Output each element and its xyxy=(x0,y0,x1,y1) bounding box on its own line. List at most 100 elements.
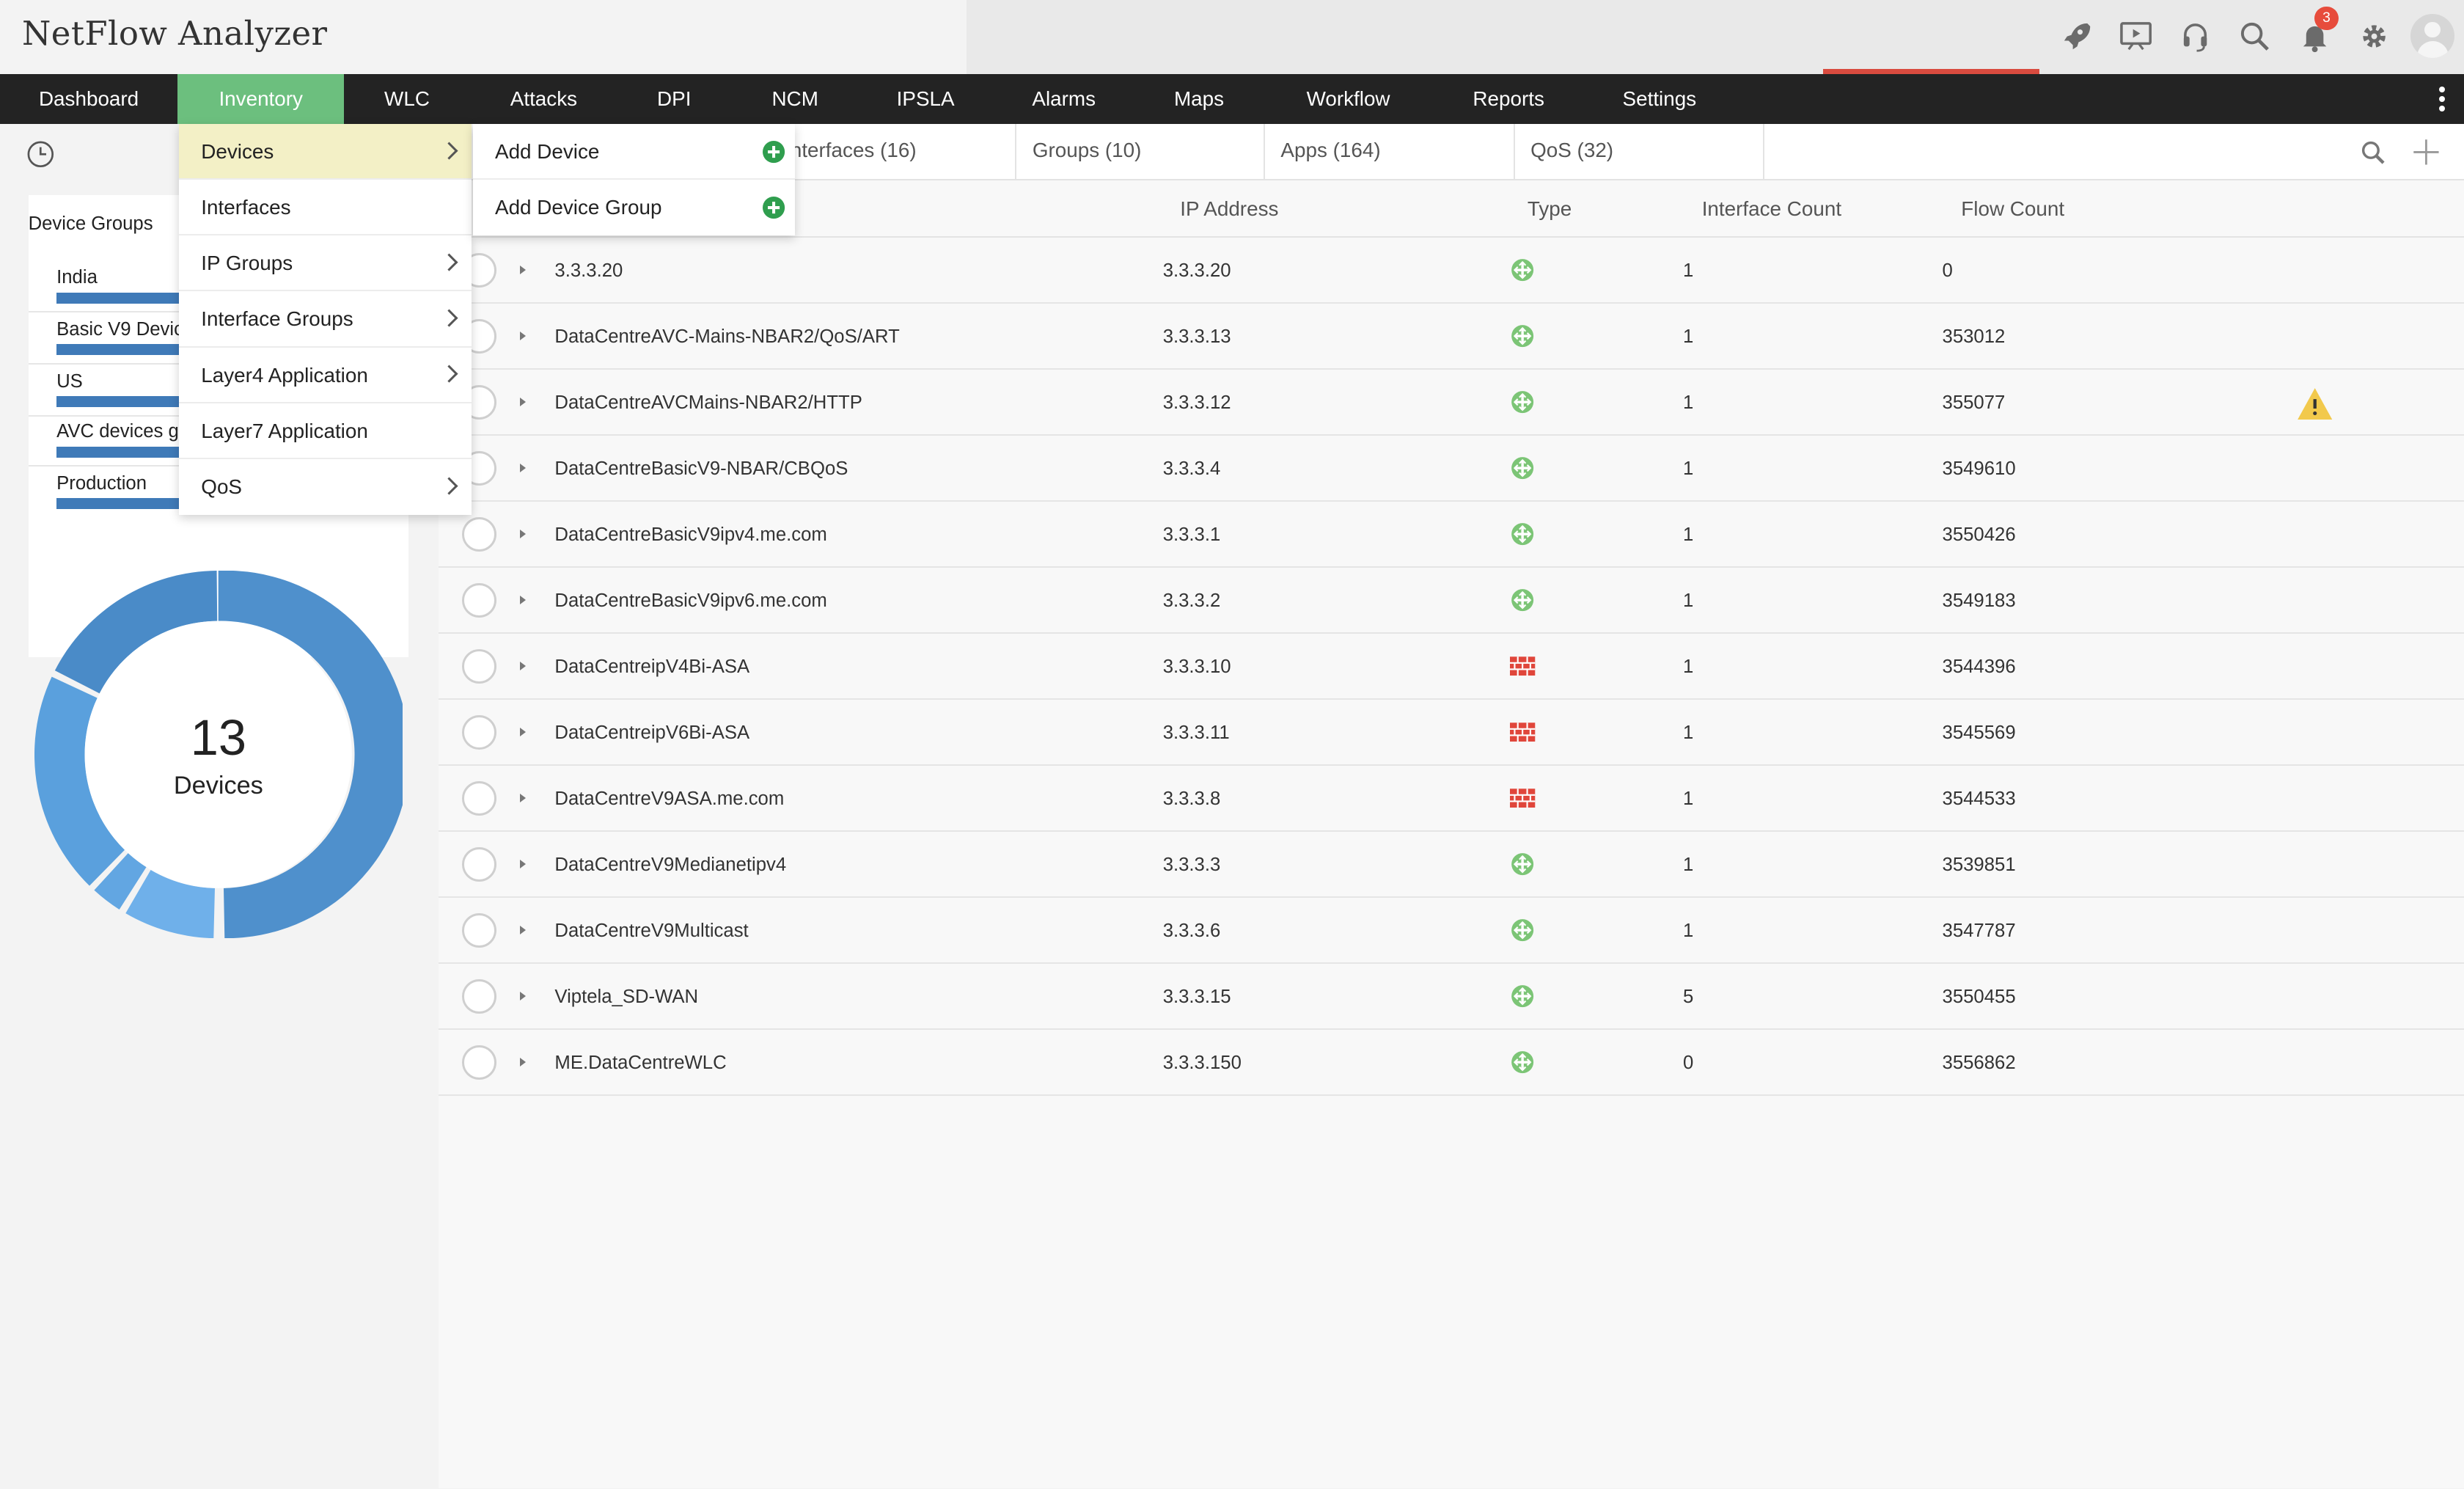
tab-groups[interactable]: Groups (10) xyxy=(1016,124,1265,181)
table-row[interactable]: DataCentreipV4Bi-ASA 3.3.3.10 1 3544396 xyxy=(438,634,2464,700)
table-row[interactable]: DataCentreV9ASA.me.com 3.3.3.8 1 3544533 xyxy=(438,766,2464,832)
add-device-button[interactable]: Add Device xyxy=(473,124,796,180)
group-row[interactable]: Production xyxy=(29,473,409,520)
nav-dashboard[interactable]: Dashboard xyxy=(38,87,139,110)
device-name[interactable]: DataCentreipV6Bi-ASA xyxy=(554,722,750,743)
row-select-radio[interactable] xyxy=(461,912,497,948)
table-row[interactable]: ME.DataCentreWLC 3.3.3.150 0 3556862 xyxy=(438,1030,2464,1096)
devices-donut[interactable]: 13 Devices xyxy=(34,570,410,939)
search-icon[interactable] xyxy=(2225,12,2284,59)
warning-icon[interactable] xyxy=(2296,387,2333,421)
presentation-icon[interactable] xyxy=(2105,12,2165,59)
table-row[interactable]: 3.3.3.20 3.3.3.20 1 0 xyxy=(438,238,2464,304)
headset-icon[interactable] xyxy=(2166,12,2225,59)
expand-caret-icon[interactable] xyxy=(520,596,526,605)
donut-center: 13 Devices xyxy=(34,571,402,938)
clock-icon[interactable] xyxy=(26,140,55,169)
expand-caret-icon[interactable] xyxy=(520,662,526,671)
nav-reports[interactable]: Reports xyxy=(1473,87,1544,110)
row-select-radio[interactable] xyxy=(461,780,497,816)
device-name[interactable]: DataCentreAVCMains-NBAR2/HTTP xyxy=(554,392,862,413)
row-select-radio[interactable] xyxy=(461,978,497,1014)
bell-icon[interactable]: 3 xyxy=(2285,6,2344,59)
expand-caret-icon[interactable] xyxy=(520,992,526,1001)
column-ip-address[interactable]: IP Address xyxy=(1180,197,1279,221)
device-name[interactable]: Viptela_SD-WAN xyxy=(554,986,699,1007)
nav-alarms[interactable]: Alarms xyxy=(1032,87,1096,110)
device-name[interactable]: DataCentreBasicV9ipv4.me.com xyxy=(554,524,827,545)
device-name[interactable]: DataCentreV9Medianetipv4 xyxy=(554,854,787,875)
flow-count: 3547787 xyxy=(1942,920,2016,941)
search-icon[interactable] xyxy=(2361,140,2386,165)
nav-settings[interactable]: Settings xyxy=(1622,87,1697,110)
nav-maps[interactable]: Maps xyxy=(1173,87,1225,110)
header-icons: 3 xyxy=(2046,6,2464,59)
expand-caret-icon[interactable] xyxy=(520,530,526,539)
device-name[interactable]: DataCentreAVC-Mains-NBAR2/QoS/ART xyxy=(554,326,900,347)
nav-ipsla[interactable]: IPSLA xyxy=(896,87,955,110)
expand-caret-icon[interactable] xyxy=(520,728,526,737)
expand-caret-icon[interactable] xyxy=(520,860,526,869)
expand-caret-icon[interactable] xyxy=(520,794,526,803)
device-name[interactable]: DataCentreV9Multicast xyxy=(554,920,749,941)
table-row[interactable]: DataCentreBasicV9ipv4.me.com 3.3.3.1 1 3550… xyxy=(438,502,2464,568)
router-icon xyxy=(1511,589,1534,612)
expand-caret-icon[interactable] xyxy=(520,398,526,407)
row-select-radio[interactable] xyxy=(461,582,497,618)
row-select-radio[interactable] xyxy=(461,1045,497,1080)
user-avatar-icon[interactable] xyxy=(2410,14,2455,59)
menu-item-interfaces[interactable]: Interfaces xyxy=(179,180,472,236)
column-interface-count[interactable]: Interface Count xyxy=(1701,197,1842,221)
device-ip: 3.3.3.3 xyxy=(1162,854,1221,875)
device-name[interactable]: DataCentreBasicV9ipv6.me.com xyxy=(554,590,827,611)
menu-item-devices[interactable]: Devices xyxy=(179,124,472,180)
device-name[interactable]: 3.3.3.20 xyxy=(554,260,623,281)
row-select-radio[interactable] xyxy=(461,846,497,882)
add-circle-icon xyxy=(763,140,785,163)
nav-wlc[interactable]: WLC xyxy=(384,87,430,110)
expand-caret-icon[interactable] xyxy=(520,464,526,473)
nav-workflow[interactable]: Workflow xyxy=(1306,87,1390,110)
nav-ncm[interactable]: NCM xyxy=(771,87,818,110)
menu-item-layer4-application[interactable]: Layer4 Application xyxy=(179,348,472,403)
table-row[interactable]: DataCentreipV6Bi-ASA 3.3.3.11 1 3545569 xyxy=(438,700,2464,766)
rocket-icon[interactable] xyxy=(2046,12,2105,59)
row-select-radio[interactable] xyxy=(461,648,497,684)
donut-segment xyxy=(94,852,147,910)
column-flow-count[interactable]: Flow Count xyxy=(1961,197,2065,221)
tab-apps[interactable]: Apps (164) xyxy=(1265,124,1515,181)
more-options-icon[interactable] xyxy=(2435,84,2448,115)
expand-caret-icon[interactable] xyxy=(520,926,526,935)
device-name[interactable]: DataCentreV9ASA.me.com xyxy=(554,788,785,809)
add-device-group-button[interactable]: Add Device Group xyxy=(473,180,795,235)
table-row[interactable]: DataCentreBasicV9-NBAR/CBQoS 3.3.3.4 1 3549… xyxy=(438,436,2464,502)
expand-caret-icon[interactable] xyxy=(520,332,526,341)
device-name[interactable]: ME.DataCentreWLC xyxy=(554,1052,727,1073)
row-select-radio[interactable] xyxy=(461,714,497,750)
table-row[interactable]: DataCentreAVC-Mains-NBAR2/QoS/ART 3.3.3.1… xyxy=(438,304,2464,370)
table-row[interactable]: DataCentreV9Medianetipv4 3.3.3.3 1 3539851 xyxy=(438,832,2464,898)
menu-item-interface-groups[interactable]: Interface Groups xyxy=(179,291,472,348)
table-row[interactable]: DataCentreBasicV9ipv6.me.com 3.3.3.2 1 3549… xyxy=(438,568,2464,634)
menu-item-ip-groups[interactable]: IP Groups xyxy=(179,235,472,292)
menu-item-qos[interactable]: QoS xyxy=(179,459,472,515)
column-type[interactable]: Type xyxy=(1527,197,1572,221)
device-name[interactable]: DataCentreipV4Bi-ASA xyxy=(554,656,750,677)
tab-interfaces[interactable]: nterfaces (16) xyxy=(771,124,1017,181)
inventory-dropdown: Devices Interfaces IP Groups Interface G… xyxy=(179,124,472,515)
table-row[interactable]: DataCentreV9Multicast 3.3.3.6 1 3547787 xyxy=(438,898,2464,964)
device-count: 13 xyxy=(190,709,246,767)
expand-caret-icon[interactable] xyxy=(520,1058,526,1067)
device-name[interactable]: DataCentreBasicV9-NBAR/CBQoS xyxy=(554,458,848,479)
row-select-radio[interactable] xyxy=(461,516,497,552)
expand-caret-icon[interactable] xyxy=(520,266,526,275)
table-row[interactable]: Viptela_SD-WAN 3.3.3.15 5 3550455 xyxy=(438,964,2464,1030)
nav-attacks[interactable]: Attacks xyxy=(510,87,578,110)
gear-icon[interactable] xyxy=(2344,12,2404,59)
nav-dpi[interactable]: DPI xyxy=(657,87,692,110)
menu-item-layer7-application[interactable]: Layer7 Application xyxy=(179,403,472,459)
add-icon[interactable] xyxy=(2410,136,2442,168)
table-row[interactable]: DataCentreAVCMains-NBAR2/HTTP 3.3.3.12 1 35… xyxy=(438,370,2464,436)
nav-inventory[interactable]: Inventory xyxy=(177,73,345,125)
tab-qos[interactable]: QoS (32) xyxy=(1515,124,1765,181)
